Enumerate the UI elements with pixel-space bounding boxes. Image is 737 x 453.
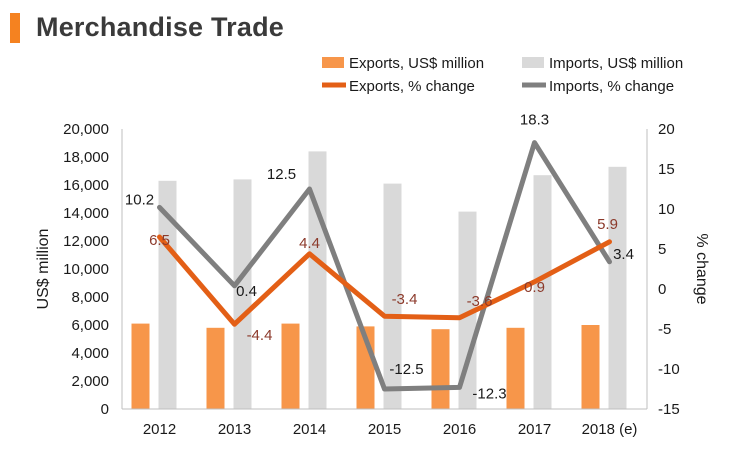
data-label-exports-change: -3.4 <box>392 291 418 308</box>
data-label-exports-change: 0.9 <box>524 279 545 296</box>
bar-exports <box>206 327 225 409</box>
y-axis-title-right: % change <box>693 233 710 304</box>
data-label-imports-change: 12.5 <box>267 166 296 183</box>
bar-imports <box>458 211 477 409</box>
y-tick-label-left: 0 <box>101 401 109 418</box>
bar-exports <box>131 323 150 409</box>
x-tick-label: 2016 <box>443 421 476 438</box>
y-tick-label-left: 12,000 <box>63 233 109 250</box>
title-accent-bar <box>10 13 20 43</box>
y-tick-label-left: 8,000 <box>71 289 109 306</box>
line-imports-change <box>157 140 612 392</box>
data-label-imports-change: 18.3 <box>520 112 549 129</box>
y-tick-label-right: -5 <box>658 321 671 338</box>
data-label-exports-change: 6.5 <box>149 232 170 249</box>
y-tick-label-left: 14,000 <box>63 205 109 222</box>
bar-exports <box>281 323 300 409</box>
bar-imports <box>533 175 552 409</box>
y-tick-label-right: -10 <box>658 361 680 378</box>
data-label-exports-change: -4.4 <box>247 327 273 344</box>
legend-label-imports-line: Imports, % change <box>549 78 674 95</box>
y-tick-label-left: 18,000 <box>63 149 109 166</box>
data-label-exports-change: 5.9 <box>597 216 618 233</box>
x-tick-label: 2013 <box>218 421 251 438</box>
y-tick-label-left: 20,000 <box>63 121 109 138</box>
y-tick-label-left: 4,000 <box>71 345 109 362</box>
y-tick-label-right: 5 <box>658 241 666 258</box>
y-tick-label-right: -15 <box>658 401 680 418</box>
y-tick-label-left: 10,000 <box>63 261 109 278</box>
legend-label-exports-bar: Exports, US$ million <box>349 55 484 72</box>
data-label-imports-change: -12.3 <box>472 385 506 402</box>
bar-imports <box>383 183 402 409</box>
line-exports-change <box>157 234 612 327</box>
x-tick-label: 2012 <box>143 421 176 438</box>
x-tick-label: 2018 (e) <box>582 421 638 438</box>
bar-imports <box>608 166 627 409</box>
data-label-imports-change: -12.5 <box>389 361 423 378</box>
legend-label-imports-bar: Imports, US$ million <box>549 55 683 72</box>
y-tick-label-left: 2,000 <box>71 373 109 390</box>
bar-exports <box>506 327 525 409</box>
legend-swatch-exports-bar <box>322 57 344 68</box>
bar-imports <box>233 179 252 409</box>
y-tick-label-right: 20 <box>658 121 675 138</box>
y-tick-label-right: 0 <box>658 281 666 298</box>
y-tick-label-left: 16,000 <box>63 177 109 194</box>
bar-exports <box>581 325 600 409</box>
data-label-imports-change: 0.4 <box>236 283 257 300</box>
page-title: Merchandise Trade <box>36 12 284 42</box>
bar-exports <box>431 329 450 409</box>
y-tick-label-right: 15 <box>658 161 675 178</box>
data-label-imports-change: 3.4 <box>613 246 634 263</box>
legend-label-exports-line: Exports, % change <box>349 78 475 95</box>
header: Merchandise Trade <box>0 0 737 52</box>
data-label-exports-change: 4.4 <box>299 235 320 252</box>
legend-swatch-imports-bar <box>522 57 544 68</box>
data-label-imports-change: 10.2 <box>125 191 154 208</box>
x-tick-label: 2017 <box>518 421 551 438</box>
x-tick-label: 2015 <box>368 421 401 438</box>
x-tick-label: 2014 <box>293 421 326 438</box>
y-tick-label-right: 10 <box>658 201 675 218</box>
y-tick-label-left: 6,000 <box>71 317 109 334</box>
y-axis-title-left: US$ million <box>35 229 52 310</box>
data-label-exports-change: -3.6 <box>467 293 493 310</box>
